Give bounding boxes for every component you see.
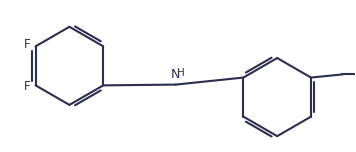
Text: H: H: [177, 68, 185, 78]
Text: N: N: [171, 68, 180, 81]
Text: F: F: [24, 38, 31, 51]
Text: F: F: [24, 80, 31, 93]
